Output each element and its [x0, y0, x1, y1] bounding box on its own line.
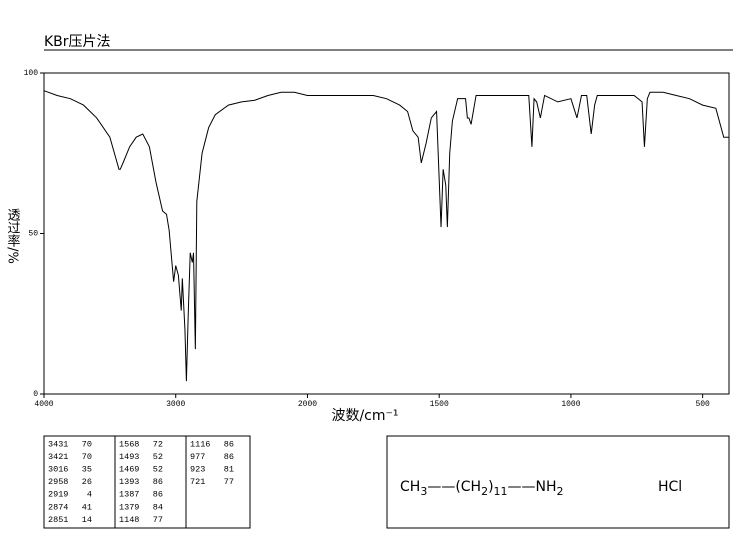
- x-axis-label: 波数/cm⁻¹: [331, 408, 398, 424]
- peak-transmittance: 86: [153, 477, 163, 487]
- peak-wavenumber: 2919: [48, 490, 68, 500]
- formula-subscript: 2: [557, 485, 564, 498]
- peak-wavenumber: 1568: [119, 439, 139, 449]
- peak-transmittance: 35: [82, 464, 92, 474]
- peak-table-frame: [43, 435, 251, 529]
- peak-wavenumber: 3421: [48, 452, 68, 462]
- x-tick-label: 1000: [561, 400, 580, 409]
- peak-wavenumber: 1469: [119, 464, 139, 474]
- peak-transmittance: 86: [224, 452, 234, 462]
- peak-wavenumber: 1116: [190, 439, 210, 449]
- structure-formula: CH3——(CH2)11——NH2: [400, 479, 564, 498]
- peak-transmittance: 14: [82, 515, 92, 525]
- formula-text: ——NH: [508, 479, 557, 495]
- structure-salt: HCl: [658, 479, 682, 495]
- x-tick-label: 2000: [298, 400, 317, 409]
- peak-wavenumber: 3016: [48, 464, 68, 474]
- formula-text: ——(CH: [427, 479, 481, 495]
- x-tick-label: 3000: [166, 400, 185, 409]
- peak-transmittance: 70: [82, 452, 92, 462]
- x-tick-label: 1500: [430, 400, 449, 409]
- formula-text: CH: [400, 479, 420, 495]
- spectrum-line: [43, 90, 729, 382]
- x-tick-label: 4000: [34, 400, 53, 409]
- formula-subscript: 2: [481, 485, 488, 498]
- peak-transmittance: 77: [224, 477, 234, 487]
- structure-frame: [386, 435, 730, 529]
- plot-frame: [43, 72, 730, 395]
- peak-wavenumber: 721: [190, 477, 205, 487]
- peak-transmittance: 26: [82, 477, 92, 487]
- peak-transmittance: 84: [153, 502, 163, 512]
- peak-wavenumber: 2958: [48, 477, 68, 487]
- peak-transmittance: 41: [82, 502, 92, 512]
- formula-subscript: 11: [494, 485, 508, 498]
- peak-wavenumber: 2851: [48, 515, 68, 525]
- chart-title: KBr压片法: [44, 34, 111, 50]
- peak-transmittance: 86: [153, 490, 163, 500]
- peak-transmittance: 77: [153, 515, 163, 525]
- formula-subscript: 3: [420, 485, 427, 498]
- peak-wavenumber: 1493: [119, 452, 139, 462]
- peak-transmittance: 52: [153, 464, 163, 474]
- peak-transmittance: 86: [224, 439, 234, 449]
- peak-transmittance: 4: [87, 490, 92, 500]
- peak-wavenumber: 977: [190, 452, 205, 462]
- y-axis-label: 透过率/%: [5, 208, 21, 264]
- peak-wavenumber: 923: [190, 464, 205, 474]
- peak-wavenumber: 1393: [119, 477, 139, 487]
- y-tick-label: 50: [28, 230, 38, 239]
- peak-transmittance: 70: [82, 439, 92, 449]
- peak-wavenumber: 1387: [119, 490, 139, 500]
- peak-transmittance: 72: [153, 439, 163, 449]
- peak-wavenumber: 3431: [48, 439, 68, 449]
- formula-text: ): [488, 479, 493, 495]
- peak-wavenumber: 1379: [119, 502, 139, 512]
- y-tick-label: 100: [24, 69, 39, 78]
- peak-wavenumber: 2874: [48, 502, 68, 512]
- x-tick-label: 500: [695, 400, 710, 409]
- peak-wavenumber: 1148: [119, 515, 139, 525]
- peak-transmittance: 52: [153, 452, 163, 462]
- peak-transmittance: 81: [224, 464, 234, 474]
- y-tick-label: 0: [33, 390, 38, 399]
